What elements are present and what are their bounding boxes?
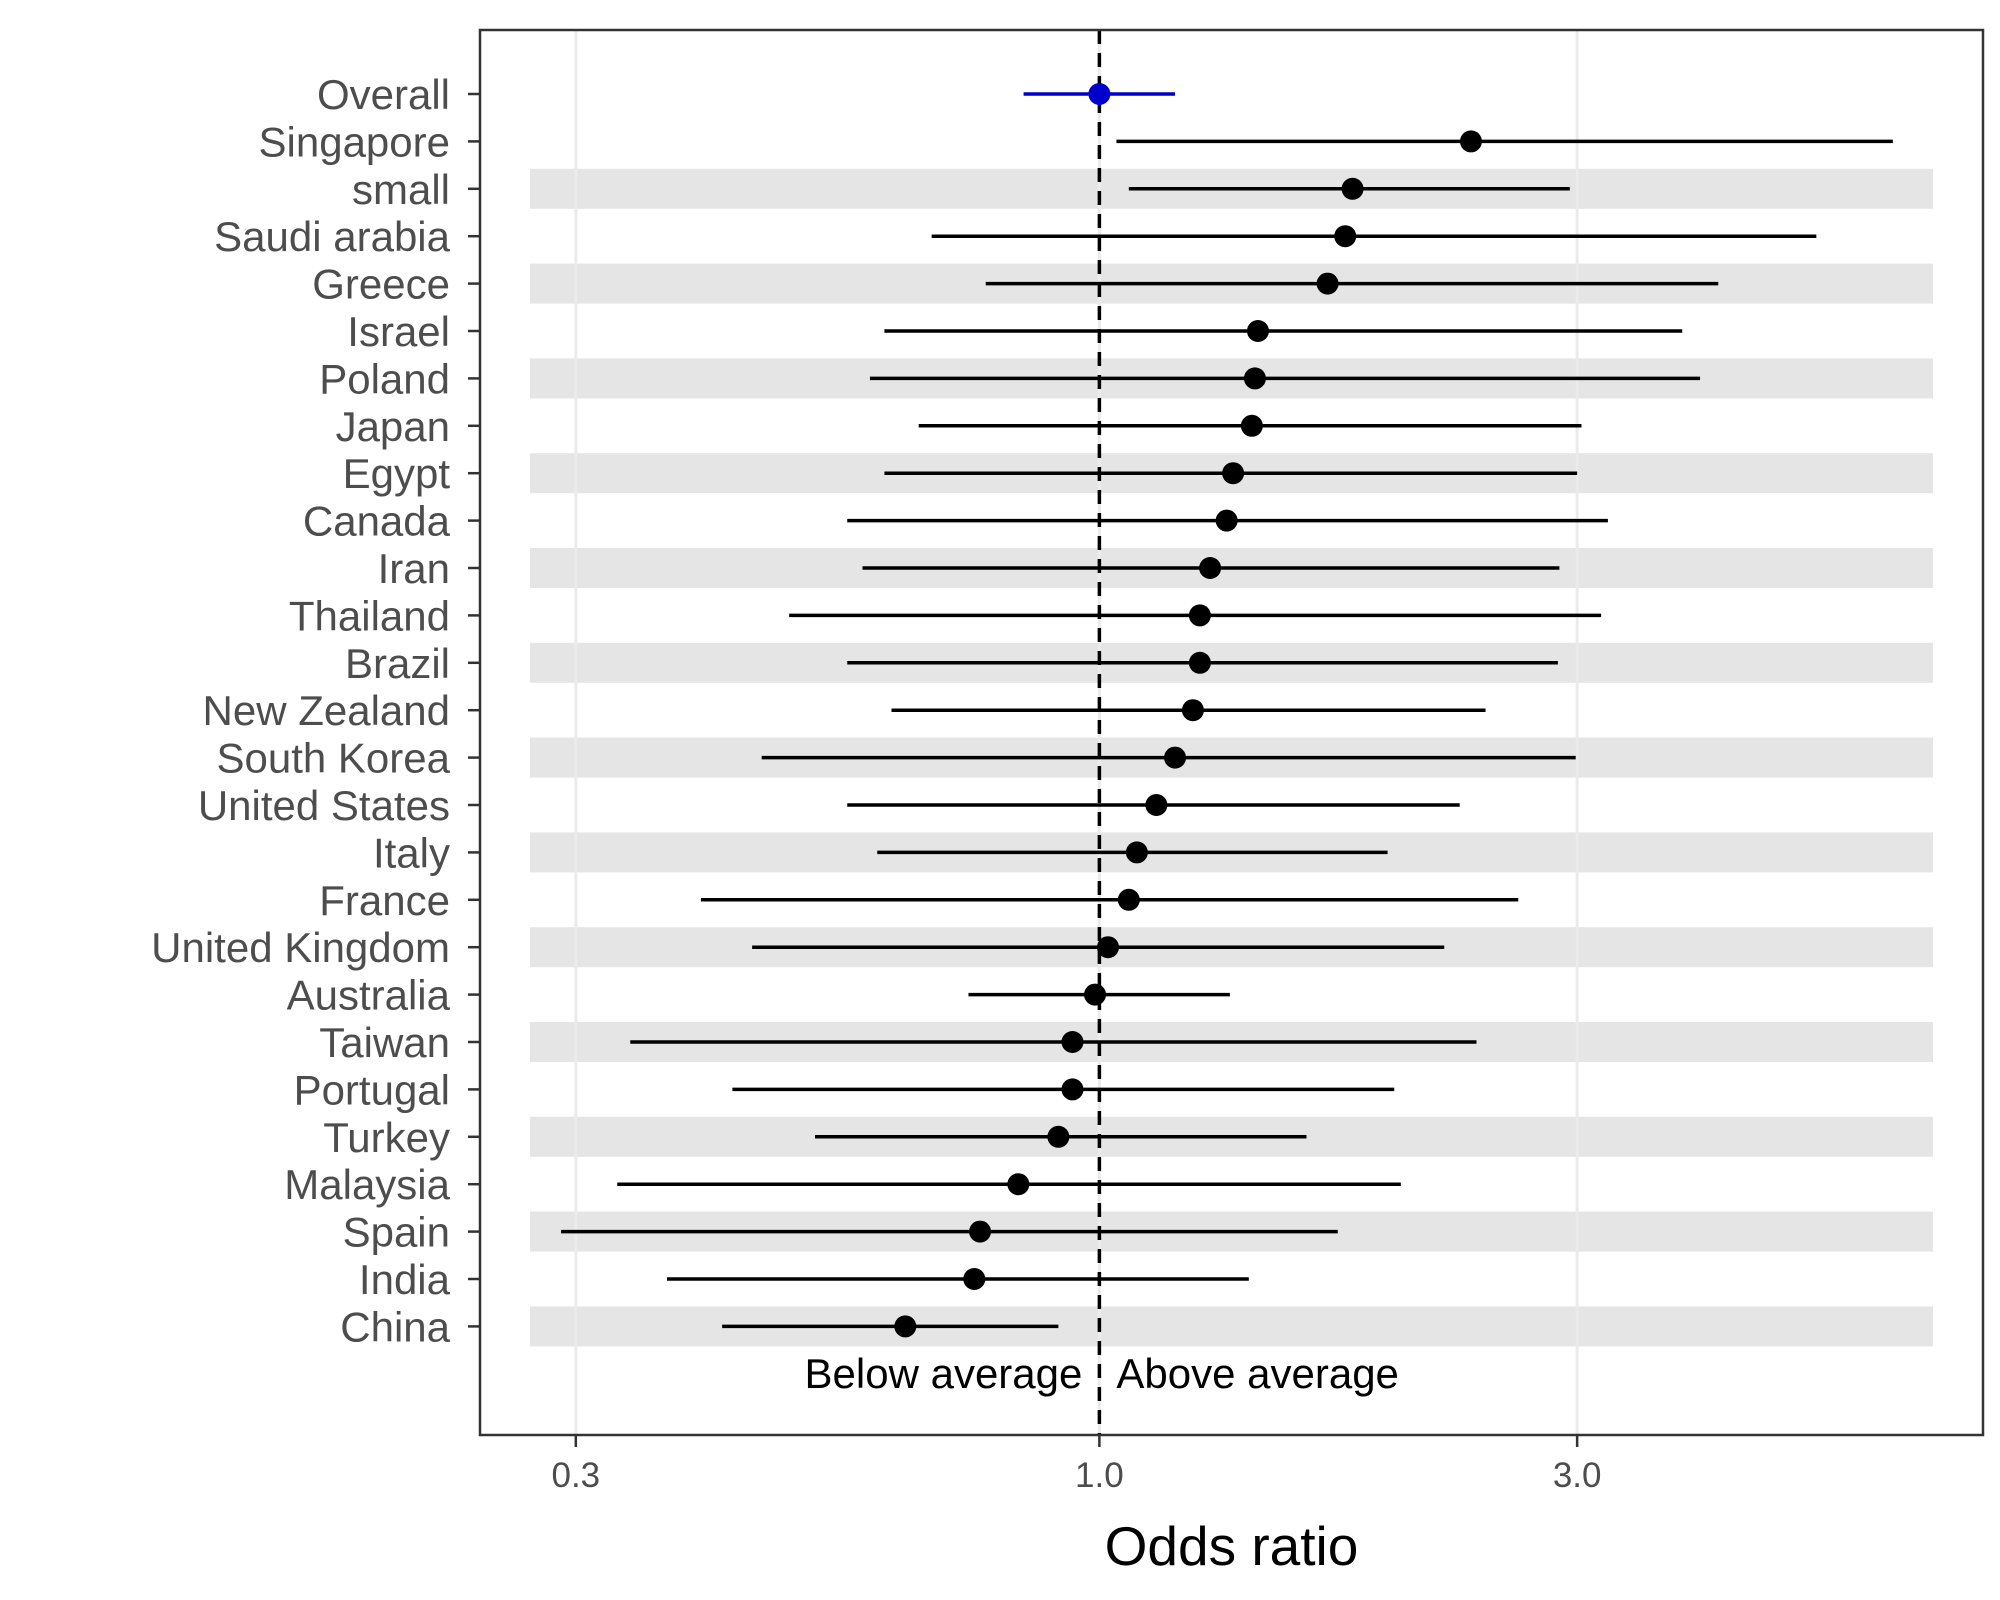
estimate-point [1117, 888, 1140, 911]
estimate-point [1246, 320, 1269, 342]
estimate-point [1215, 509, 1238, 532]
x-tick-label: 1.0 [1075, 1456, 1124, 1495]
estimate-point [1061, 1078, 1084, 1101]
estimate-point [969, 1220, 992, 1243]
y-tick-label: Thailand [289, 592, 450, 639]
y-tick-label: Japan [336, 403, 450, 450]
y-tick-label: Saudi arabia [214, 213, 450, 260]
x-tick-label: 0.3 [551, 1456, 600, 1495]
y-tick-label: South Korea [216, 735, 450, 782]
y-tick-label: United States [198, 782, 450, 829]
estimate-point [1334, 225, 1357, 248]
y-tick-label: Portugal [294, 1066, 450, 1113]
y-tick-label: Poland [319, 355, 450, 402]
estimate-point [1243, 367, 1266, 390]
y-tick-label: Greece [312, 261, 450, 308]
estimate-point [1097, 936, 1120, 959]
estimate-point [1061, 1031, 1084, 1053]
y-tick-label: France [319, 877, 450, 924]
estimate-point [1199, 557, 1222, 579]
y-tick-label: Taiwan [319, 1019, 450, 1066]
y-tick-label: small [352, 166, 450, 213]
y-tick-label: Italy [373, 829, 450, 876]
estimate-point [1145, 794, 1168, 816]
estimate-point [1084, 983, 1107, 1006]
estimate-point [1088, 83, 1111, 105]
annotation-below-average: Below average [805, 1350, 1083, 1397]
estimate-point [1125, 841, 1148, 864]
estimate-point [963, 1268, 986, 1290]
y-tick-label: Turkey [323, 1114, 450, 1161]
annotation-above-average: Above average [1116, 1350, 1399, 1397]
estimate-marks [561, 83, 1893, 1338]
y-tick-label: Malaysia [284, 1161, 450, 1208]
estimate-point [1164, 746, 1187, 769]
y-tick-label: Spain [343, 1209, 450, 1256]
y-tick-label: Canada [303, 498, 451, 545]
x-axis: 0.3 1.0 3.0 [551, 1435, 1601, 1495]
estimate-point [1188, 651, 1211, 674]
estimate-point [1316, 272, 1339, 295]
y-tick-label: New Zealand [203, 687, 450, 734]
y-tick-label: Israel [347, 308, 450, 355]
estimate-point [1181, 699, 1204, 722]
estimate-point [1188, 604, 1211, 627]
panel-border [478, 28, 1985, 1437]
x-tick-label: 3.0 [1553, 1456, 1602, 1495]
estimate-point [1222, 462, 1245, 485]
y-tick-label: India [359, 1256, 451, 1303]
y-tick-label: United Kingdom [151, 924, 450, 971]
estimate-point [1007, 1173, 1030, 1196]
y-tick-label: Singapore [259, 118, 450, 165]
estimate-point [894, 1315, 917, 1338]
x-axis-title: Odds ratio [1105, 1515, 1359, 1577]
y-tick-label: Iran [378, 545, 450, 592]
y-tick-label: Egypt [343, 450, 451, 497]
estimate-point [1459, 130, 1482, 153]
estimate-point [1047, 1125, 1070, 1148]
estimate-point [1240, 414, 1263, 437]
y-tick-label: Brazil [345, 640, 450, 687]
y-tick-label: Overall [317, 71, 450, 118]
y-tick-label: China [340, 1303, 450, 1350]
y-tick-label: Australia [287, 972, 451, 1019]
estimate-point [1341, 177, 1364, 200]
